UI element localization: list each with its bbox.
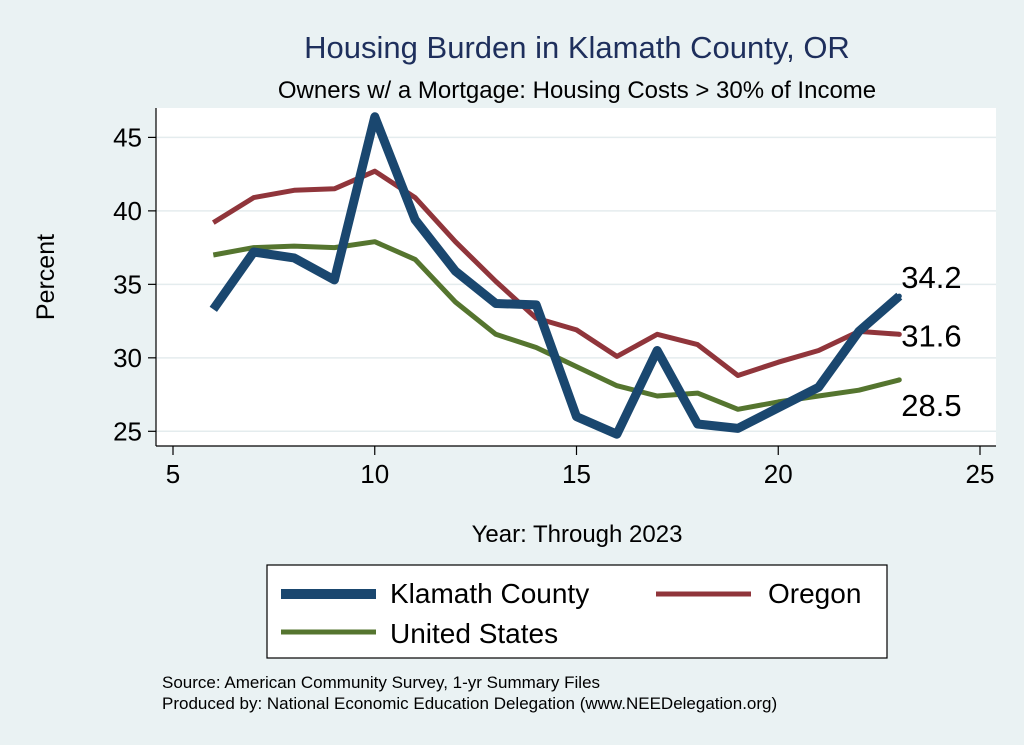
series-end-marker <box>896 377 902 383</box>
series-end-marker <box>896 293 902 299</box>
grid-lines <box>156 136 996 433</box>
series-line-oregon <box>211 168 900 378</box>
y-axis-label: Percent <box>32 234 60 320</box>
end-value-label: 31.6 <box>901 318 961 353</box>
end-labels: 34.2 31.6 28.5 <box>901 260 961 423</box>
chart-subtitle: Owners w/ a Mortgage: Housing Costs > 30… <box>278 77 876 104</box>
y-tick-label: 25 <box>113 416 142 446</box>
x-tick-label: 15 <box>562 459 591 489</box>
producer-note: Produced by: National Economic Education… <box>162 694 777 713</box>
legend-box <box>266 564 888 659</box>
x-axis-ticks: 5 10 15 20 25 <box>166 446 995 489</box>
end-value-label: 34.2 <box>901 260 961 295</box>
x-tick-label: 5 <box>166 459 180 489</box>
y-axis-ticks: 25 30 35 40 45 <box>113 122 156 446</box>
series-end-marker <box>896 331 902 337</box>
end-value-label: 28.5 <box>901 388 961 423</box>
legend-label: Oregon <box>768 578 861 609</box>
x-tick-label: 25 <box>966 459 995 489</box>
y-tick-label: 35 <box>113 269 142 299</box>
plot-area <box>156 108 996 446</box>
chart-title: Housing Burden in Klamath County, OR <box>304 30 850 65</box>
legend: Klamath County Oregon United States <box>281 578 861 649</box>
series-layer <box>209 112 903 439</box>
y-tick-label: 40 <box>113 196 142 226</box>
x-tick-label: 20 <box>764 459 793 489</box>
source-note: Source: American Community Survey, 1-yr … <box>162 673 600 692</box>
legend-label: United States <box>390 618 558 649</box>
y-tick-label: 30 <box>113 343 142 373</box>
y-tick-label: 45 <box>113 122 142 152</box>
series-line-klamath-county <box>209 112 903 439</box>
x-axis-label: Year: Through 2023 <box>472 521 683 548</box>
x-tick-label: 10 <box>360 459 389 489</box>
legend-label: Klamath County <box>390 578 589 609</box>
